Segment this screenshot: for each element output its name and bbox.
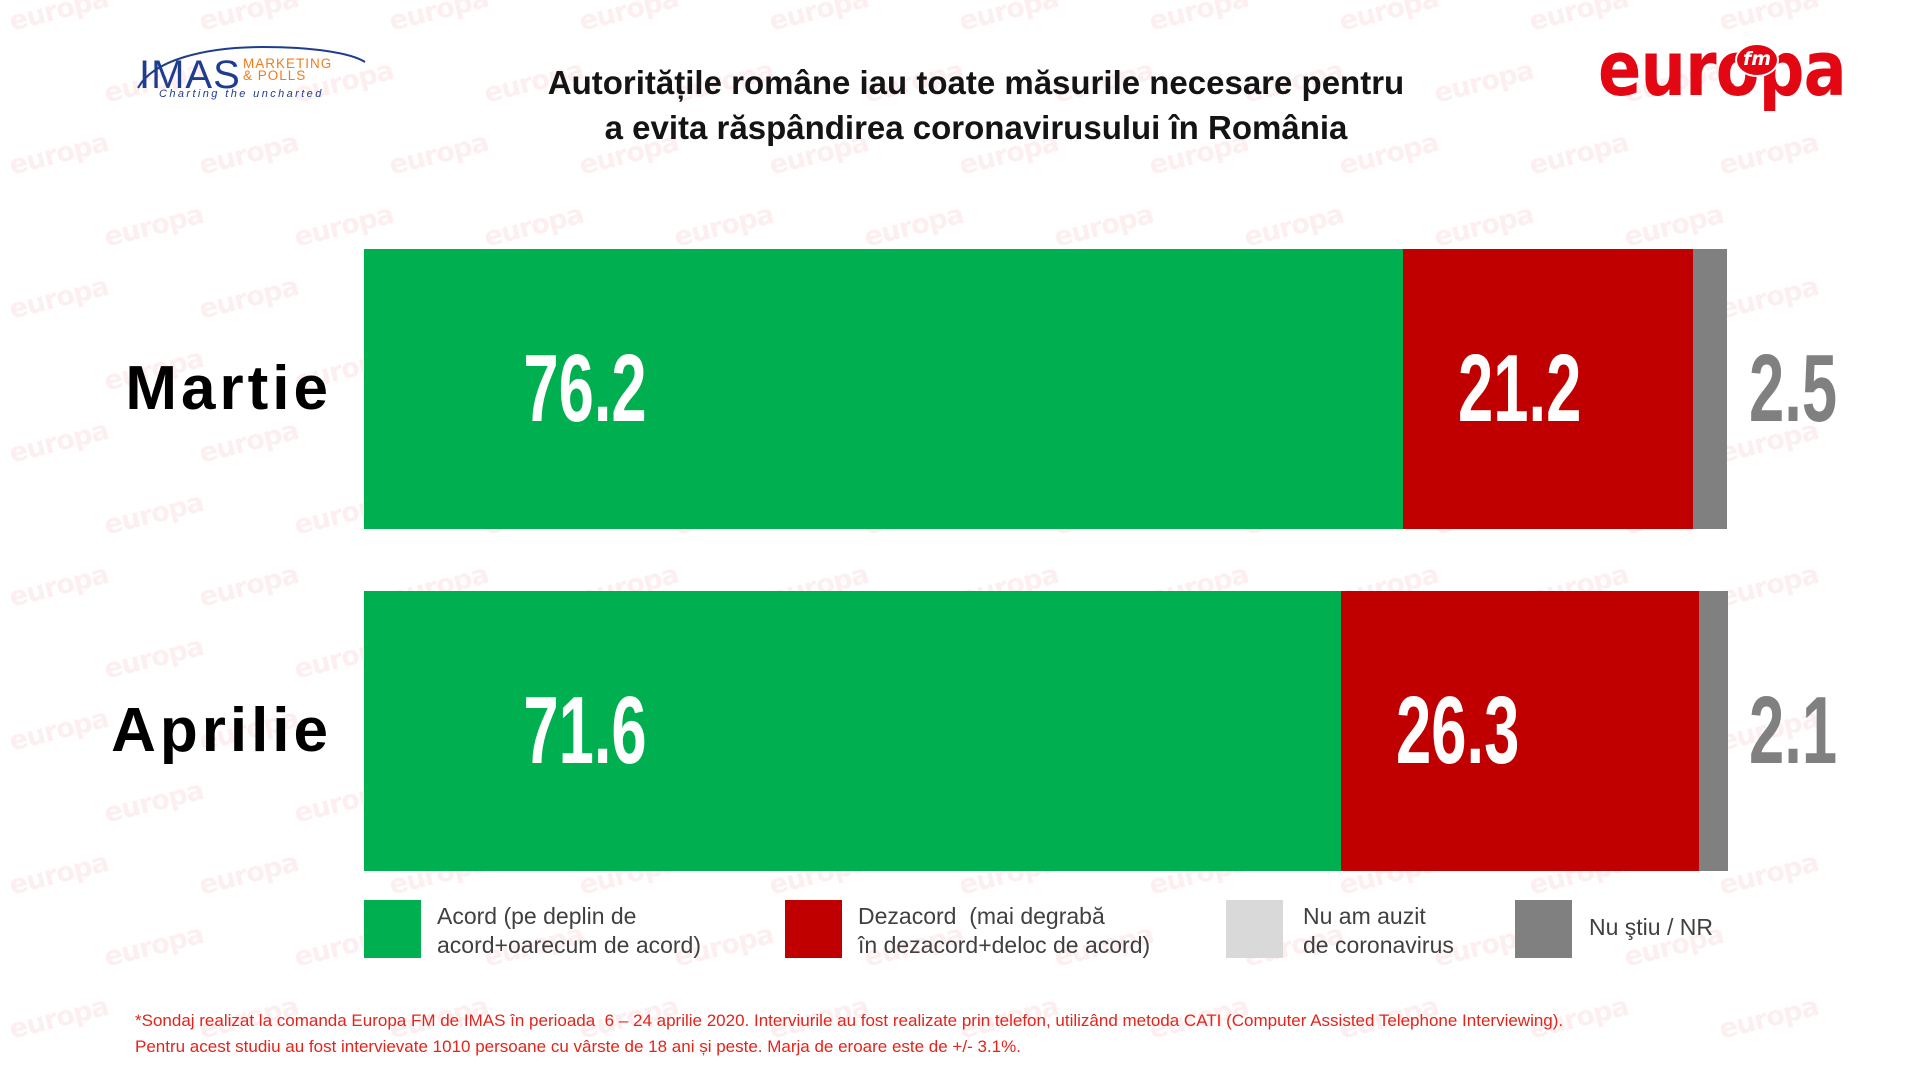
legend-swatch-dezacord (785, 900, 842, 958)
legend: Acord (pe deplin de acord+oarecum de aco… (364, 900, 1764, 960)
europa-fm-logo-badge: fm (1735, 43, 1779, 77)
watermark-text: europa (101, 919, 207, 974)
legend-label-nu-am-auzit: Nu am auzit de coronavirus (1303, 903, 1454, 958)
legend-swatch-nu-stiu (1515, 900, 1572, 958)
data-label-dezacord: 26.3 (1395, 677, 1519, 784)
data-label-dezacord: 21.2 (1458, 335, 1582, 442)
imas-logo-swoosh-arc (137, 45, 366, 89)
chart-title: Autoritățile române iau toate măsurile n… (547, 64, 1405, 146)
imas-logo: IMAS MARKETING & POLLS Charting the unch… (135, 44, 367, 104)
footnote-line: *Sondaj realizat la comanda Europa FM de… (135, 1011, 1564, 1030)
watermark-text: europa (386, 0, 492, 38)
watermark-text: europa (6, 847, 112, 902)
watermark-text: europa (1336, 0, 1442, 38)
legend-label-nu-stiu: Nu ştiu / NR (1589, 914, 1713, 940)
bar-segment-acord (364, 249, 1404, 529)
imas-logo-wordmark: IMAS (139, 53, 241, 97)
watermark-text: europa (6, 271, 112, 326)
bar-segment-nu-stiu (1699, 591, 1728, 871)
data-label-nu-stiu: 2.1 (1749, 677, 1838, 784)
bar-segment-nu-stiu (1692, 249, 1727, 529)
watermark-text: europa (6, 415, 112, 470)
legend-label-dezacord: Dezacord (mai degrabă în dezacord+deloc … (858, 903, 1151, 958)
watermark-text: europa (196, 127, 302, 182)
watermark-text: europa (6, 559, 112, 614)
category-label: Aprilie (111, 696, 332, 765)
imas-logo-marketing: MARKETING (243, 56, 333, 71)
watermark-text: europa (6, 991, 112, 1046)
watermark-text: europa (6, 703, 112, 758)
bar-row (364, 591, 1728, 871)
watermark-text: europa (1526, 127, 1632, 182)
legend-swatch-acord (364, 900, 421, 958)
data-label-acord: 76.2 (523, 335, 647, 442)
bar-segment-dezacord (1340, 591, 1700, 871)
watermark-text: europa (1146, 0, 1252, 38)
europa-fm-logo-registered-mark: ® (1726, 82, 1736, 93)
legend-label-acord: Acord (pe deplin de acord+oarecum de aco… (437, 903, 702, 958)
watermark-text: europa (6, 0, 112, 38)
stacked-bar-chart: Martie 76.2 21.2 2.5 Aprilie 71.6 26.3 2.1 (100, 240, 1860, 880)
europa-fm-logo-wordmark: europa (1598, 24, 1847, 113)
footnote-line: Pentru acest studiu au fost intervievate… (135, 1037, 1021, 1056)
watermark-text: europa (6, 127, 112, 182)
imas-logo-swoosh (137, 45, 366, 89)
watermark-text: europa (766, 0, 872, 38)
watermark-text: europa (576, 0, 682, 38)
bar-segment-dezacord (1403, 249, 1693, 529)
data-label-nu-stiu: 2.5 (1749, 335, 1838, 442)
category-label: Martie (125, 354, 332, 423)
watermark-text: europa (956, 0, 1062, 38)
legend-swatch-nu-am-auzit (1226, 900, 1283, 958)
imas-logo-polls: & POLLS (243, 68, 307, 83)
bar-row (364, 249, 1728, 529)
imas-logo-tagline: Charting the uncharted (159, 88, 324, 100)
footnote: *Sondaj realizat la comanda Europa FM de… (135, 1008, 1835, 1060)
data-label-acord: 71.6 (523, 677, 647, 784)
watermark-text: europa (196, 0, 302, 38)
watermark-text: europa (1716, 127, 1822, 182)
bar-segment-acord (364, 591, 1341, 871)
europa-fm-logo: europa fm ® (1598, 31, 1858, 117)
